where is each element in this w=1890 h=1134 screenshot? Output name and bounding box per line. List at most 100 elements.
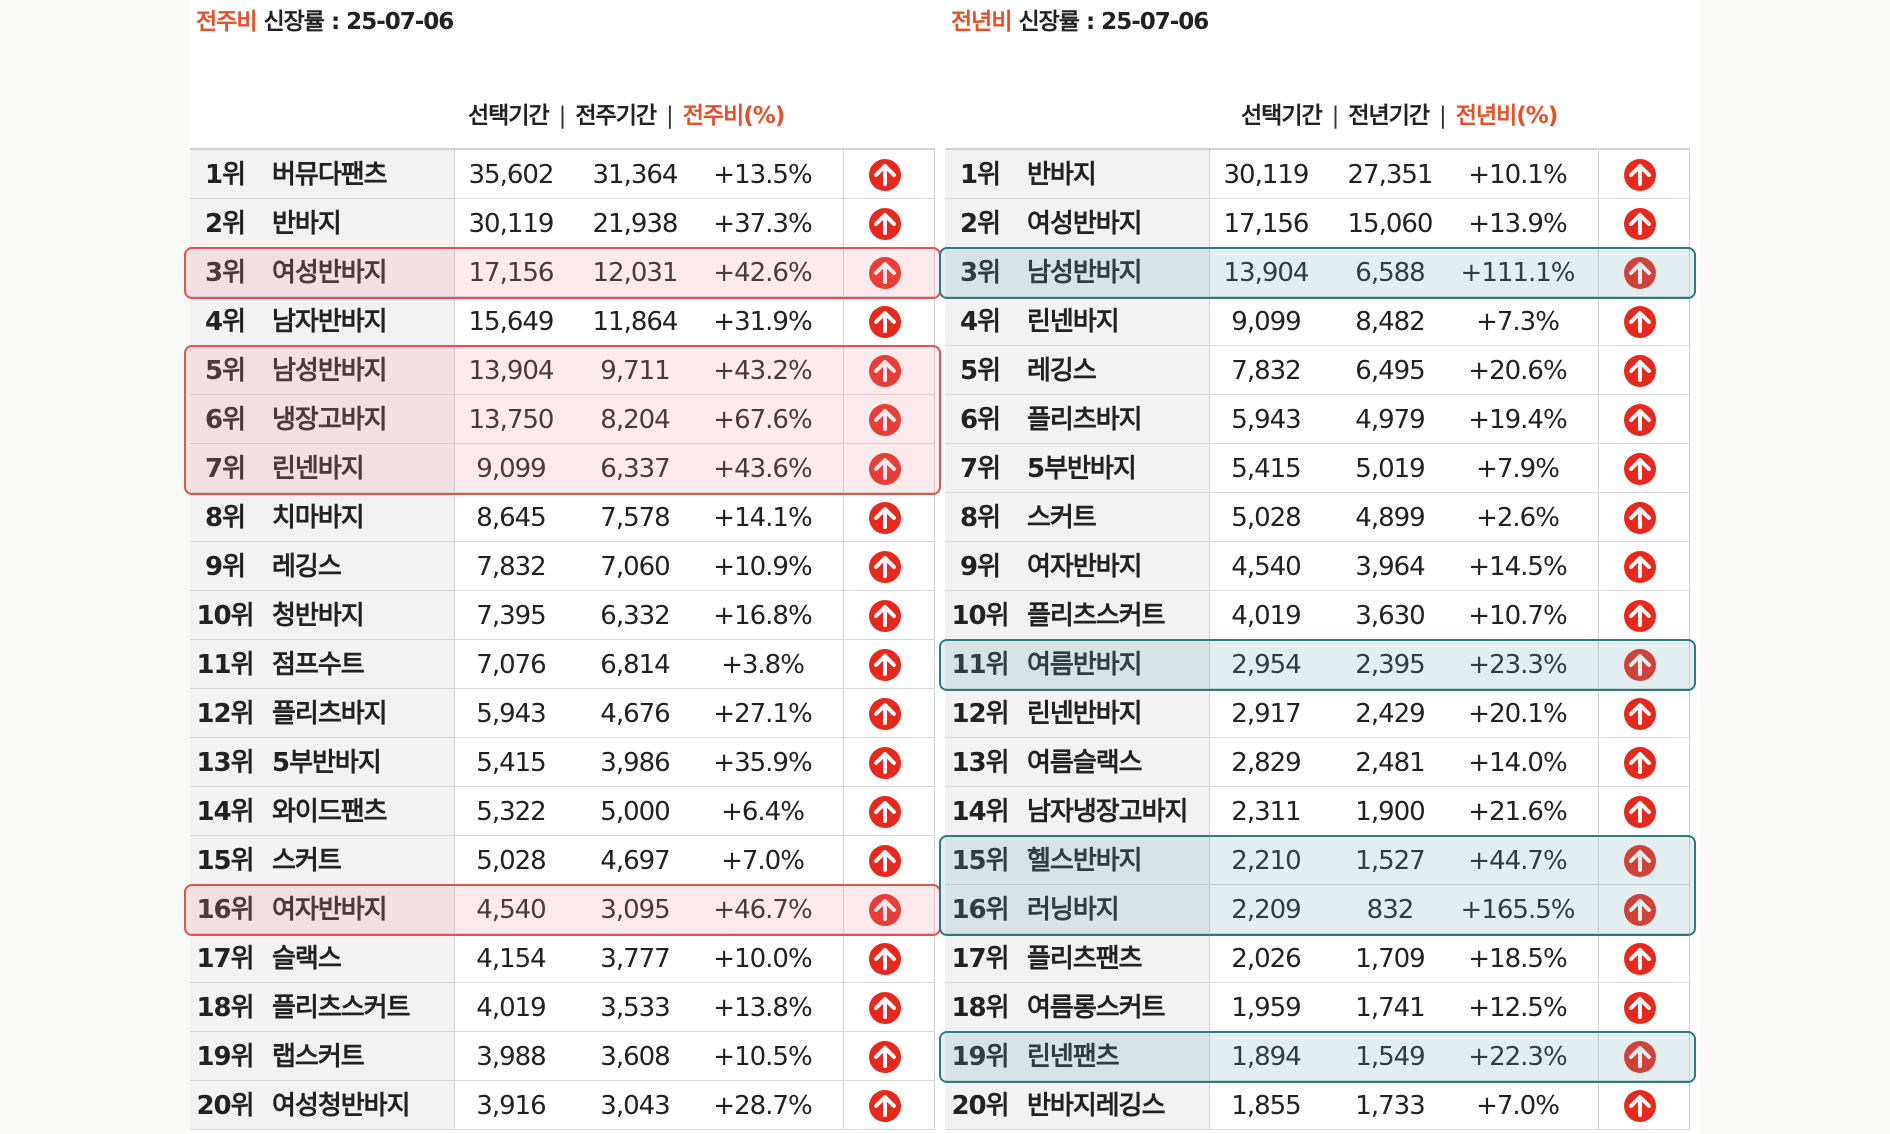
row-label-background xyxy=(190,297,454,345)
column-divider xyxy=(1209,885,1210,933)
keyword-name: 5부반바지 xyxy=(272,748,382,778)
column-divider xyxy=(843,983,844,1031)
column-divider xyxy=(454,836,455,884)
trend-cell xyxy=(869,747,901,779)
column-divider xyxy=(934,689,935,737)
previous-period-value: 3,986 xyxy=(600,748,670,778)
previous-period-value: 6,814 xyxy=(600,650,670,680)
arrow-up-circle-icon xyxy=(869,1090,901,1122)
previous-period-value: 1,741 xyxy=(1355,993,1425,1023)
keyword-name: 남자냉장고바지 xyxy=(1027,797,1188,827)
column-divider xyxy=(843,493,844,541)
column-divider xyxy=(1209,787,1210,835)
row-label-background xyxy=(945,689,1209,737)
arrow-up-circle-icon xyxy=(869,796,901,828)
column-divider xyxy=(934,395,935,443)
keyword-name: 러닝바지 xyxy=(1027,895,1120,925)
selected-period-value: 5,415 xyxy=(476,748,546,778)
column-divider xyxy=(454,591,455,639)
row-label-background xyxy=(190,346,454,394)
column-divider xyxy=(934,444,935,492)
column-divider xyxy=(454,934,455,982)
selected-period-value: 35,602 xyxy=(468,160,555,190)
table-row: 11위 점프수트 7,076 6,814 +3.8% xyxy=(190,640,935,689)
keyword-name: 플리츠스커트 xyxy=(272,993,411,1023)
column-divider xyxy=(1209,346,1210,394)
column-divider xyxy=(843,199,844,247)
arrow-up-circle-icon xyxy=(1624,649,1656,681)
column-divider xyxy=(1209,248,1210,296)
keyword-name: 린넨팬츠 xyxy=(1027,1042,1120,1072)
growth-percent: +13.8% xyxy=(713,993,812,1023)
rank-label: 11위 xyxy=(196,650,254,680)
keyword-name: 버뮤다팬츠 xyxy=(272,160,388,190)
keyword-name: 레깅스 xyxy=(272,552,342,582)
previous-period-value: 1,527 xyxy=(1355,846,1425,876)
trend-cell xyxy=(1624,306,1656,338)
row-label-background xyxy=(945,885,1209,933)
column-divider xyxy=(1209,591,1210,639)
column-divider xyxy=(934,738,935,786)
column-divider xyxy=(454,493,455,541)
column-divider xyxy=(1689,199,1690,247)
previous-period-value: 8,482 xyxy=(1355,307,1425,337)
column-divider xyxy=(1598,689,1599,737)
table-row: 17위 슬랙스 4,154 3,777 +10.0% xyxy=(190,934,935,983)
rank-label: 6위 xyxy=(204,405,246,435)
rank-label: 8위 xyxy=(959,503,1001,533)
arrow-up-circle-icon xyxy=(869,355,901,387)
growth-percent: +28.7% xyxy=(713,1091,812,1121)
keyword-name: 플리츠스커트 xyxy=(1027,601,1166,631)
previous-period-value: 832 xyxy=(1366,895,1415,925)
column-divider xyxy=(843,150,844,198)
column-divider xyxy=(1598,640,1599,688)
table-row: 10위 청반바지 7,395 6,332 +16.8% xyxy=(190,591,935,640)
rank-label: 8위 xyxy=(204,503,246,533)
growth-percent: +44.7% xyxy=(1468,846,1567,876)
ranking-table: 1위 버뮤다팬츠 35,602 31,364 +13.5% 2위 반바지 30,119 21,9… xyxy=(184,148,941,1130)
selected-period-value: 2,026 xyxy=(1231,944,1301,974)
growth-percent: +37.3% xyxy=(713,209,812,239)
rank-label: 13위 xyxy=(951,748,1009,778)
rank-label: 14위 xyxy=(196,797,254,827)
selected-period-value: 4,540 xyxy=(476,895,546,925)
panel-title: 전주비 신장률 : 25-07-06 xyxy=(196,2,454,36)
header-previous-period: 전주기간 xyxy=(575,103,657,129)
column-divider xyxy=(934,248,935,296)
previous-period-value: 4,979 xyxy=(1355,405,1425,435)
column-divider xyxy=(934,885,935,933)
column-divider xyxy=(843,395,844,443)
column-divider xyxy=(934,346,935,394)
table-row: 18위 여름롱스커트 1,959 1,741 +12.5% xyxy=(945,983,1690,1032)
rank-label: 6위 xyxy=(959,405,1001,435)
row-label-background xyxy=(945,346,1209,394)
growth-percent: +23.3% xyxy=(1468,650,1567,680)
previous-period-value: 5,000 xyxy=(600,797,670,827)
table-row: 17위 플리츠팬츠 2,026 1,709 +18.5% xyxy=(945,934,1690,983)
trend-cell xyxy=(869,845,901,877)
row-label-background xyxy=(190,150,454,198)
column-divider xyxy=(843,591,844,639)
rank-label: 9위 xyxy=(959,552,1001,582)
table-row: 7위 5부반바지 5,415 5,019 +7.9% xyxy=(945,444,1690,493)
row-label-background xyxy=(190,689,454,737)
trend-cell xyxy=(1624,404,1656,436)
rank-label: 19위 xyxy=(196,1042,254,1072)
column-divider xyxy=(1209,150,1210,198)
row-label-background xyxy=(945,248,1209,296)
column-divider xyxy=(454,444,455,492)
column-divider xyxy=(1598,1081,1599,1129)
column-divider xyxy=(1689,640,1690,688)
rank-label: 10위 xyxy=(196,601,254,631)
previous-period-value: 1,549 xyxy=(1355,1042,1425,1072)
column-divider xyxy=(934,934,935,982)
trend-cell xyxy=(869,796,901,828)
table-row: 3위 여성반바지 17,156 12,031 +42.6% xyxy=(190,248,935,297)
previous-period-value: 6,332 xyxy=(600,601,670,631)
arrow-up-circle-icon xyxy=(869,257,901,289)
row-label-background xyxy=(945,787,1209,835)
row-label-background xyxy=(945,297,1209,345)
trend-cell xyxy=(869,306,901,338)
trend-cell xyxy=(869,159,901,191)
growth-percent: +14.5% xyxy=(1468,552,1567,582)
